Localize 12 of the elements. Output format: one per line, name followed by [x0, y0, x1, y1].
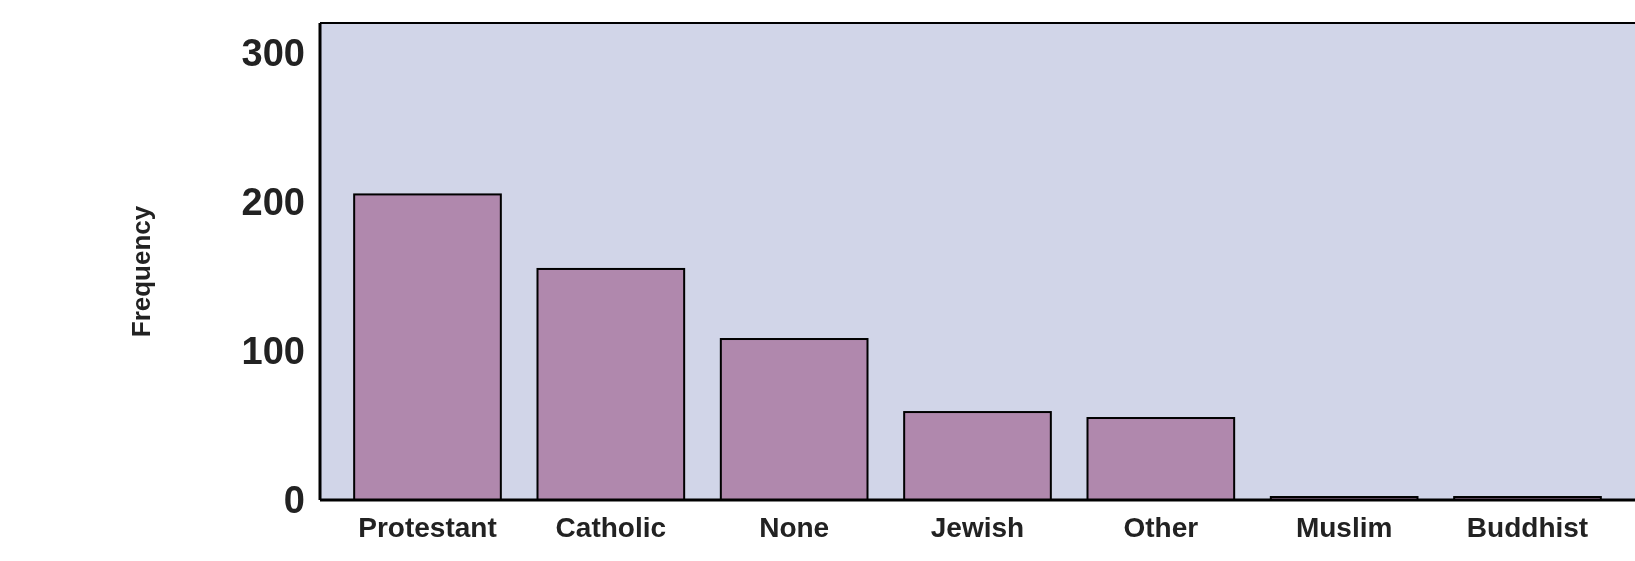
x-tick-label: Buddhist — [1466, 512, 1589, 543]
x-tick-label: Muslim — [1295, 512, 1393, 543]
x-tick-label: Jewish — [930, 512, 1025, 543]
y-tick-label: 100 — [241, 329, 305, 372]
x-tick-label: None — [759, 512, 830, 543]
y-tick-label: 200 — [241, 180, 305, 223]
x-tick-label: Other — [1123, 512, 1199, 543]
x-tick-label: Catholic — [555, 512, 667, 543]
x-tick-label: Protestant — [358, 512, 497, 543]
y-tick-label: 0 — [283, 479, 305, 521]
y-axis-title: Frequency — [126, 205, 156, 338]
y-tick-label: 300 — [241, 31, 305, 74]
